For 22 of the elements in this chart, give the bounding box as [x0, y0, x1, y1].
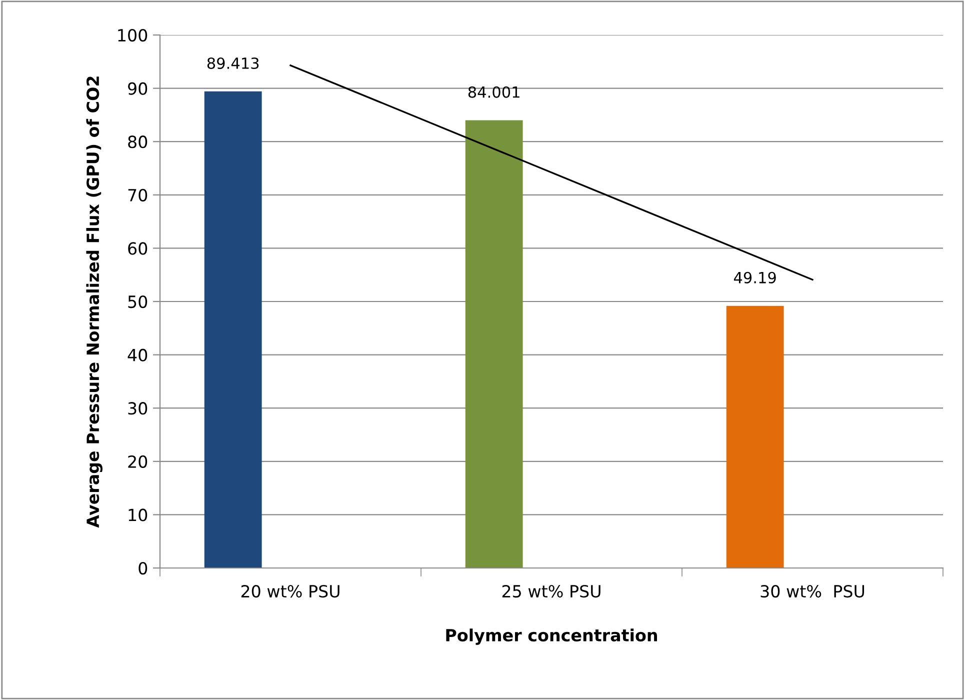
data-label: 49.19 [734, 272, 776, 284]
y-tick-label: 80 [128, 136, 148, 148]
y-tick-label: 10 [128, 508, 148, 522]
x-tick-label: 30 wt% PSU [760, 584, 864, 598]
y-tick-label: 90 [128, 82, 148, 95]
bar [726, 306, 784, 568]
bar [465, 120, 523, 568]
y-tick-label: 20 [128, 455, 148, 468]
y-tick-label: 50 [128, 295, 148, 308]
y-tick-label: 40 [128, 348, 148, 362]
y-tick-label: 100 [118, 28, 148, 42]
data-label: 84.001 [468, 86, 520, 98]
x-tick-label: 25 wt% PSU [502, 584, 600, 598]
y-tick-label: 60 [128, 242, 148, 255]
y-tick-label: 0 [138, 562, 148, 575]
bar [204, 91, 262, 568]
x-axis-title: Polymer concentration [446, 628, 657, 645]
y-tick-label: 70 [128, 188, 148, 202]
data-label: 89.413 [207, 57, 259, 70]
y-tick-label: 30 [128, 402, 148, 415]
x-tick-label: 20 wt% PSU [241, 584, 340, 598]
y-axis-title: Average Pressure Normalized Flux (GPU) of CO2 [86, 76, 102, 528]
